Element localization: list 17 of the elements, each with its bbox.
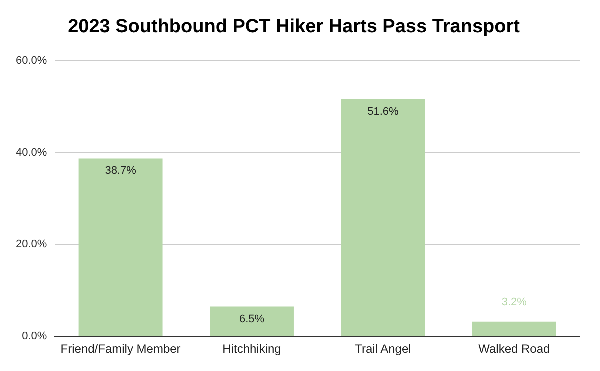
bar [341,99,426,336]
x-tick-label: Hitchhiking [222,342,282,356]
bar [78,158,163,336]
bar [472,322,556,336]
x-tick-label: Trail Angel [355,342,412,356]
chart-title: 2023 Southbound PCT Hiker Harts Pass Transport [68,16,521,38]
data-label: 3.2% [502,296,528,308]
y-tick-label: 20.0% [16,238,48,251]
y-tick-label: 0.0% [22,330,48,343]
data-label: 38.7% [105,165,137,178]
data-label: 6.5% [239,313,265,326]
y-tick-label: 40.0% [16,146,48,159]
x-tick-label: Friend/Family Member [60,342,181,356]
data-label: 51.6% [368,106,400,118]
x-tick-label: Walked Road [478,342,550,356]
bar [210,306,294,336]
y-tick-label: 60.0% [16,54,48,67]
